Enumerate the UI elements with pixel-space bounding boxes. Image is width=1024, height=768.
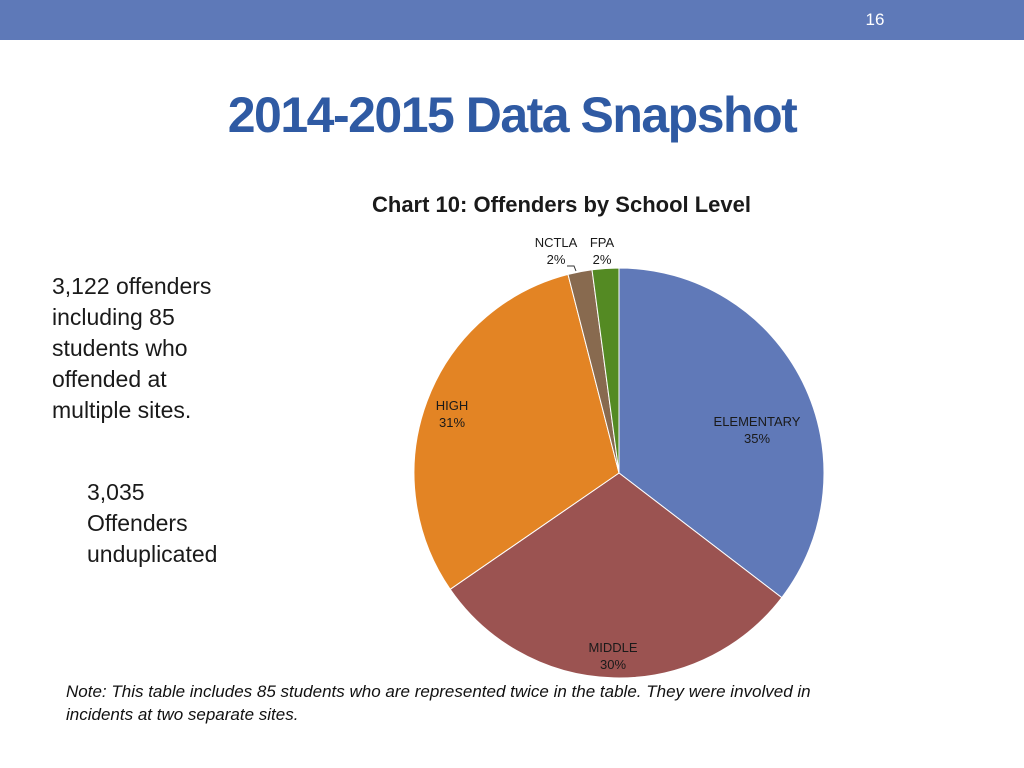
footnote: Note: This table includes 85 students wh…	[66, 680, 966, 726]
pie-leader-lines	[567, 265, 577, 272]
offenders-line: students who	[52, 335, 188, 361]
slice-percent-nctla: 2%	[547, 252, 566, 267]
unduplicated-line: unduplicated	[87, 541, 218, 567]
slide-title: 2014-2015 Data Snapshot	[227, 87, 798, 143]
chart-title: Chart 10: Offenders by School Level	[372, 192, 751, 217]
unduplicated-line: Offenders	[87, 510, 188, 536]
slice-label-high: HIGH	[436, 398, 469, 413]
unduplicated-line: 3,035	[87, 479, 145, 505]
slide-number: 16	[865, 10, 885, 29]
offenders-summary: 3,122 offenders including 85 students wh…	[52, 271, 211, 426]
top-bar	[0, 0, 1024, 40]
slice-percent-middle: 30%	[600, 657, 626, 672]
slice-label-middle: MIDDLE	[588, 640, 637, 655]
offenders-line: multiple sites.	[52, 397, 192, 423]
pie-slice-fpa	[591, 267, 620, 474]
offenders-line: offended at	[52, 366, 167, 392]
footnote-line: Note: This table includes 85 students wh…	[66, 682, 811, 701]
slice-label-fpa: FPA	[590, 235, 615, 250]
footnote-line: incidents at two separate sites.	[66, 705, 299, 724]
slice-percent-elementary: 35%	[744, 431, 770, 446]
pie-labels: ELEMENTARY 35% MIDDLE 30% HIGH 31% NCTLA 2% FPA 2…	[436, 235, 801, 672]
slice-label-nctla: NCTLA	[535, 235, 578, 250]
slice-label-elementary: ELEMENTARY	[714, 414, 801, 429]
offenders-line: including 85	[52, 304, 175, 330]
pie-slice-middle	[449, 472, 783, 679]
pie-slice-high	[413, 273, 620, 590]
offenders-line: 3,122 offenders	[52, 273, 212, 299]
unduplicated-summary: 3,035 Offenders unduplicated	[87, 477, 217, 570]
pie-slices	[413, 267, 825, 679]
pie-slice-elementary	[618, 267, 825, 599]
nctla-leader-line	[567, 265, 577, 272]
slice-percent-high: 31%	[439, 415, 465, 430]
slice-percent-fpa: 2%	[593, 252, 612, 267]
